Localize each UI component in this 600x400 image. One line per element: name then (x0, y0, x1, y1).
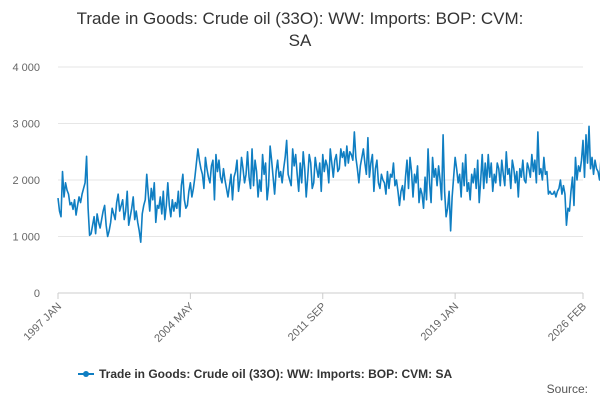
legend[interactable]: Trade in Goods: Crude oil (33O): WW: Imp… (78, 367, 452, 381)
legend-marker-symbol (83, 371, 89, 377)
source-label: Source: (546, 382, 588, 396)
x-tick-label: 1997 JAN (21, 301, 64, 344)
x-tick-label: 2004 MAY (152, 300, 197, 345)
y-tick-label: 2 000 (12, 175, 40, 187)
y-axis-tick-labels: 0 1 000 2 000 3 000 4 000 (12, 62, 40, 300)
series-line (57, 125, 600, 243)
chart-title-line-2: SA (288, 31, 312, 50)
y-tick-label: 0 (34, 288, 40, 300)
legend-label[interactable]: Trade in Goods: Crude oil (33O): WW: Imp… (99, 367, 452, 381)
series-layer (57, 125, 600, 243)
x-tick-label: 2011 SEP (286, 301, 329, 344)
y-tick-label: 1 000 (12, 232, 40, 244)
y-tick-label: 3 000 (12, 119, 40, 131)
x-tick-label: 2026 FEB (546, 301, 589, 344)
x-axis (57, 293, 584, 299)
x-axis-tick-labels: 1997 JAN 2004 MAY 2011 SEP 2019 JAN 2026 FEB (21, 300, 589, 345)
x-tick-label: 2019 JAN (419, 301, 462, 344)
chart-title-line-1: Trade in Goods: Crude oil (33O): WW: Imp… (76, 9, 524, 28)
y-tick-label: 4 000 (12, 62, 40, 74)
chart-title: Trade in Goods: Crude oil (33O): WW: Imp… (0, 8, 600, 52)
